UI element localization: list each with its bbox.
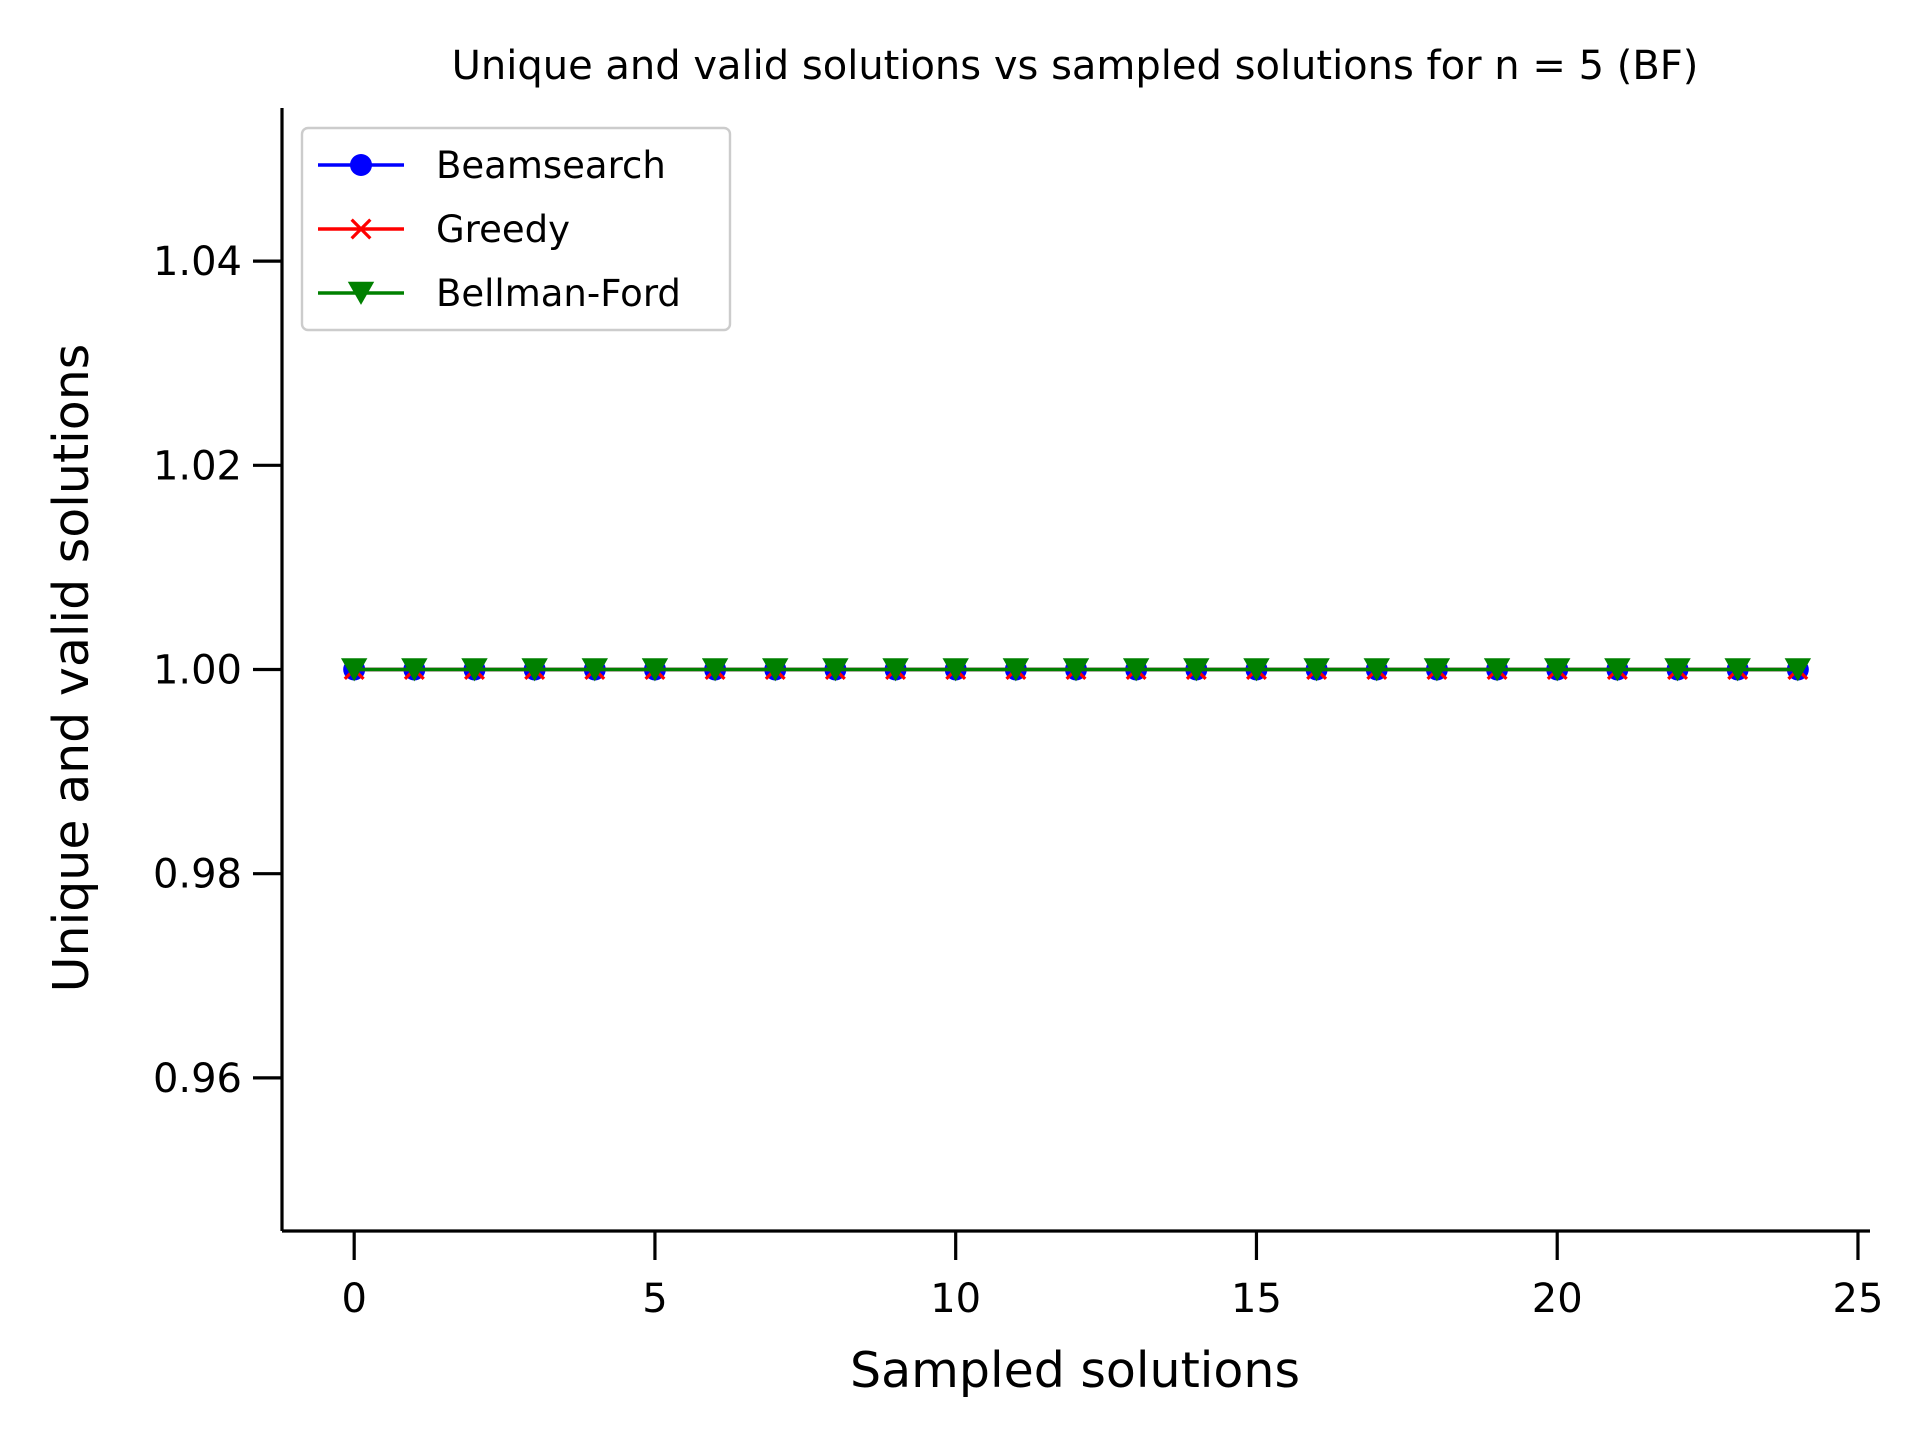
data-point-bellman-ford bbox=[1483, 658, 1511, 682]
data-point-bellman-ford bbox=[1544, 658, 1571, 682]
data-point-bellman-ford bbox=[822, 658, 849, 682]
data-point-bellman-ford bbox=[1062, 658, 1090, 682]
chart-title: Unique and valid solutions vs sampled so… bbox=[452, 43, 1699, 89]
legend-swatch-marker bbox=[350, 154, 372, 176]
data-point-bellman-ford bbox=[461, 658, 488, 682]
data-point-bellman-ford bbox=[1122, 658, 1150, 682]
x-tick-label: 20 bbox=[1532, 1276, 1583, 1322]
series-bellman-ford bbox=[340, 658, 1812, 682]
data-point-bellman-ford bbox=[1724, 658, 1751, 682]
legend-swatch-marker bbox=[347, 281, 375, 305]
legend-label: Bellman-Ford bbox=[436, 272, 681, 315]
data-point-bellman-ford bbox=[1664, 658, 1691, 682]
data-point-bellman-ford bbox=[1303, 658, 1330, 682]
y-tick-label: 0.98 bbox=[153, 852, 242, 898]
data-point-bellman-ford bbox=[401, 658, 428, 682]
y-tick-label: 1.00 bbox=[153, 648, 242, 694]
legend-entry-beamsearch: Beamsearch bbox=[318, 144, 666, 187]
data-point-bellman-ford bbox=[1784, 658, 1812, 682]
data-point-bellman-ford bbox=[340, 658, 368, 682]
x-tick-label: 15 bbox=[1231, 1276, 1282, 1322]
data-point-bellman-ford bbox=[1604, 658, 1631, 682]
data-point-bellman-ford bbox=[882, 658, 909, 682]
legend: Beamsearch Greedy Bellman-Ford bbox=[300, 126, 732, 332]
legend-frame bbox=[300, 126, 732, 332]
data-point-bellman-ford bbox=[762, 658, 789, 682]
data-point-bellman-ford bbox=[701, 658, 729, 682]
legend-swatch-marker bbox=[350, 218, 372, 240]
y-tick-label: 0.96 bbox=[153, 1056, 242, 1102]
data-point-bellman-ford bbox=[581, 658, 608, 682]
data-point-bellman-ford bbox=[942, 658, 969, 682]
data-point-bellman-ford bbox=[521, 658, 548, 682]
legend-label: Greedy bbox=[436, 208, 570, 251]
y-axis-label: Unique and valid solutions bbox=[43, 344, 100, 993]
data-point-bellman-ford bbox=[641, 658, 669, 682]
plot-area: 0 5 10 15 20 25 0.96 0.98 1.00 1.02 1.04 bbox=[153, 108, 1883, 1322]
legend-entry-greedy: Greedy bbox=[318, 208, 570, 251]
x-tick-label: 10 bbox=[930, 1276, 981, 1322]
y-tick-label: 1.02 bbox=[153, 443, 242, 489]
x-tick-label: 0 bbox=[341, 1276, 366, 1322]
x-tick-label: 5 bbox=[642, 1276, 667, 1322]
x-tick-label: 25 bbox=[1833, 1276, 1884, 1322]
x-marker-stroke bbox=[350, 218, 372, 240]
y-tick-label: 1.04 bbox=[153, 239, 242, 285]
legend-entry-bellman-ford: Bellman-Ford bbox=[318, 272, 681, 315]
data-point-bellman-ford bbox=[1423, 658, 1451, 682]
legend-label: Beamsearch bbox=[436, 144, 666, 187]
data-point-bellman-ford bbox=[1183, 658, 1210, 682]
data-point-bellman-ford bbox=[1363, 658, 1390, 682]
data-point-bellman-ford bbox=[1243, 658, 1270, 682]
x-axis-label: Sampled solutions bbox=[850, 1342, 1300, 1399]
data-point-bellman-ford bbox=[1002, 658, 1030, 682]
